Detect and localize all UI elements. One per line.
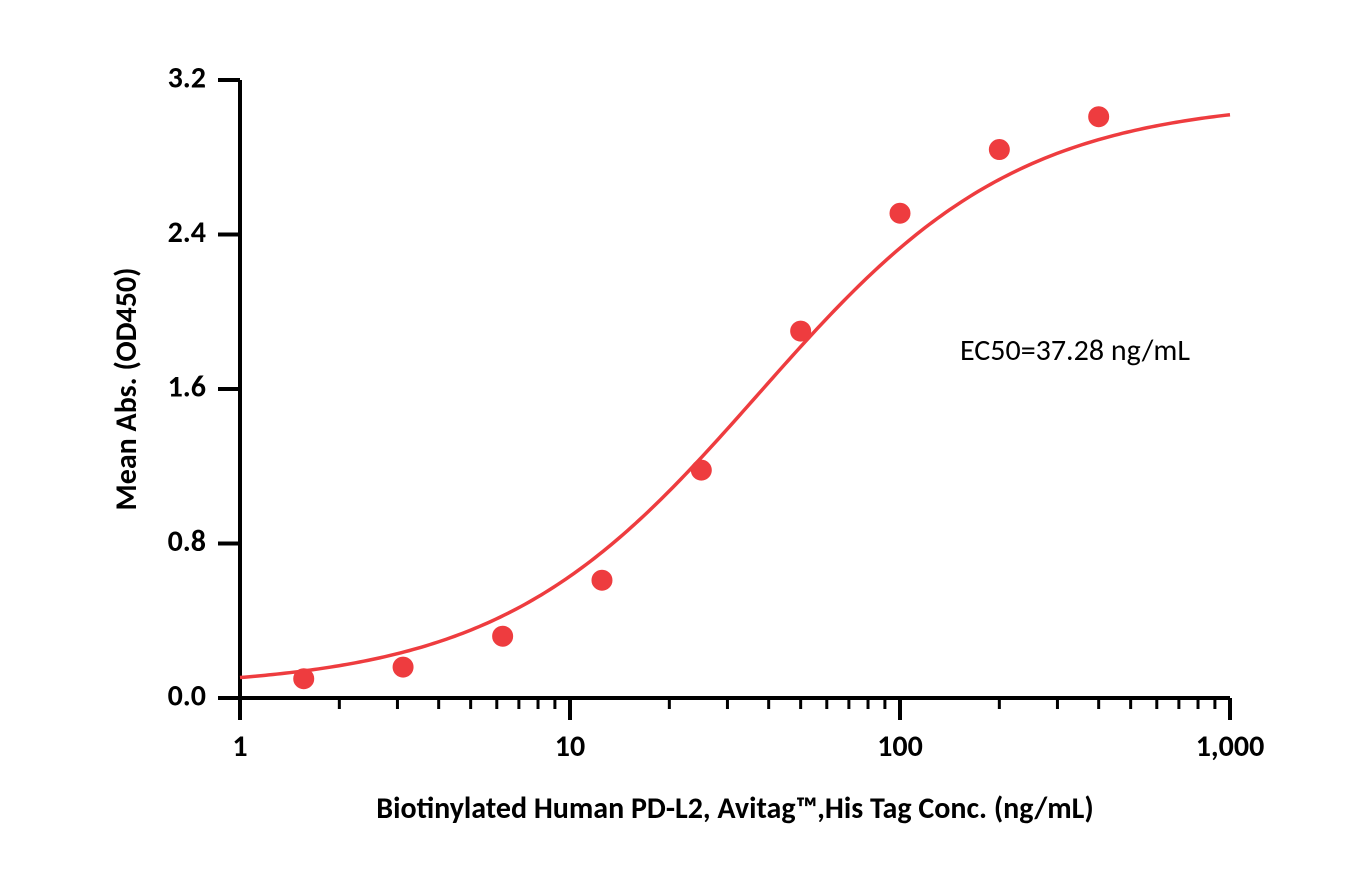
- data-point: [890, 203, 910, 223]
- data-point: [393, 657, 413, 677]
- y-axis-title: Mean Abs. (OD450): [108, 268, 145, 511]
- x-tick-label: 1: [232, 728, 247, 765]
- chart-container: 0.0 0.8 1.6 2.4 3.2 1 10 100 1,000 Biotinylated H…: [0, 0, 1358, 885]
- data-point: [592, 570, 612, 590]
- data-point: [691, 460, 711, 480]
- x-tick-label: 10: [555, 728, 585, 765]
- data-point: [989, 140, 1009, 160]
- x-tick-label: 1,000: [1196, 728, 1265, 765]
- data-point: [791, 321, 811, 341]
- y-tick-label: 3.2: [168, 59, 206, 96]
- y-tick-label: 1.6: [168, 368, 206, 405]
- y-tick-label: 0.8: [168, 523, 206, 560]
- series-curve: [240, 115, 1230, 678]
- x-axis-title: Biotinylated Human PD-L2, Avitag™,His Ta…: [376, 790, 1093, 827]
- data-point: [1089, 107, 1109, 127]
- y-tick-label: 0.0: [168, 677, 206, 714]
- data-point: [493, 626, 513, 646]
- data-point: [294, 669, 314, 689]
- ec50-annotation: EC50=37.28 ng/mL: [960, 332, 1190, 369]
- chart-svg: 0.0 0.8 1.6 2.4 3.2 1 10 100 1,000 Biotinylated H…: [0, 0, 1358, 885]
- y-tick-label: 2.4: [168, 214, 206, 251]
- x-tick-label: 100: [877, 728, 923, 765]
